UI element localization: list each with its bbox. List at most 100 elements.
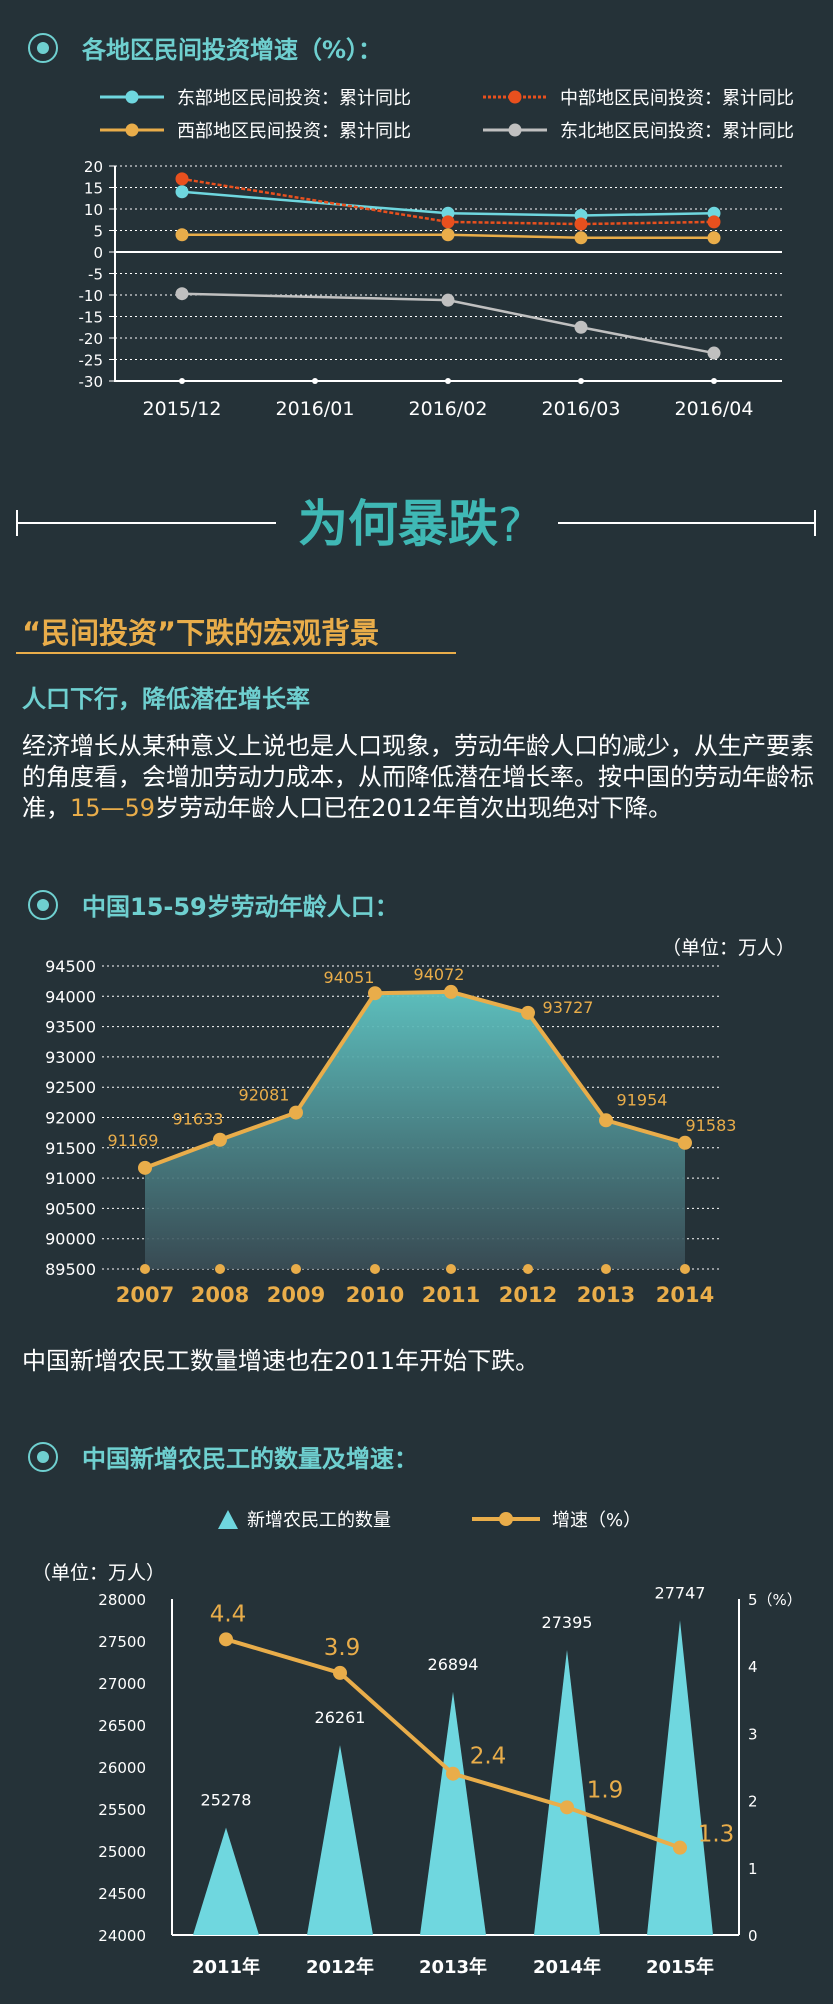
data-point — [574, 320, 588, 334]
x-tick-label: 2007 — [116, 1283, 174, 1307]
x-tick-dot — [445, 378, 451, 384]
background-paragraph: 经济增长从某种意义上说也是人口现象，劳动年龄人口的减少，从生产要素的角度看，会增… — [22, 731, 817, 824]
background-title-underline — [16, 652, 456, 654]
legend-label: 新增农民工的数量 — [247, 1510, 391, 1531]
y-tick-label: 91500 — [45, 1139, 96, 1158]
data-point — [707, 346, 721, 360]
y2-tick-label: 1 — [748, 1860, 758, 1878]
data-point — [289, 1105, 303, 1120]
data-point — [707, 231, 721, 245]
y-tick-label: 94500 — [45, 957, 96, 976]
data-point — [599, 1113, 613, 1128]
y-tick-label: 92000 — [45, 1109, 96, 1128]
y-tick-label: -20 — [79, 330, 104, 348]
data-point — [446, 1766, 460, 1781]
unit-label: （单位：万人） — [662, 937, 795, 959]
migrant-workers-combo-chart: 新增农民工的数量 增速（%） （单位：万人） 28000 27500 27000 26500… — [32, 1510, 802, 1978]
y-tick-label: 93500 — [45, 1018, 96, 1037]
x-tick-label: 2011年 — [192, 1956, 260, 1978]
section-bullet-icon — [28, 1442, 58, 1472]
working-age-population-area-chart: （单位：万人） 94500 94000 93500 93000 92500 92000 915… — [45, 937, 795, 1307]
legend-label: 东部地区民间投资：累计同比 — [177, 88, 411, 109]
bar-label: 26261 — [315, 1708, 366, 1727]
x-tick-dot — [680, 1264, 690, 1274]
x-tick-label: 2013 — [577, 1283, 635, 1307]
banner: 为何暴跌? — [0, 480, 833, 560]
background-title: “民间投资”下跌的宏观背景 — [22, 616, 380, 650]
x-tick-label: 2011 — [422, 1283, 480, 1307]
data-point — [441, 228, 455, 242]
series-line — [181, 177, 715, 226]
data-label: 94051 — [324, 968, 375, 987]
y-tick-label: -10 — [79, 287, 104, 305]
x-tick-label: 2014年 — [533, 1956, 601, 1978]
y-tick-label: 27500 — [98, 1633, 146, 1651]
banner-title-text: 为何暴跌 — [298, 495, 498, 553]
y-tick-label: 26000 — [98, 1759, 146, 1777]
population-area — [145, 991, 685, 1269]
y-tick-label: 15 — [84, 180, 103, 198]
section-title-migrant-workers: 中国新增农民工的数量及增速： — [82, 1445, 418, 1473]
data-point — [444, 984, 458, 999]
data-point — [574, 217, 588, 231]
bar-label: 26894 — [428, 1655, 479, 1674]
legend-marker — [125, 123, 139, 137]
data-point — [441, 293, 455, 307]
data-point — [441, 215, 455, 229]
data-label: 91633 — [173, 1110, 224, 1129]
legend-label: 增速（%） — [552, 1510, 641, 1531]
data-label: 94072 — [414, 965, 465, 984]
x-tick-label: 2014 — [656, 1283, 714, 1307]
banner-cap-right — [814, 510, 816, 536]
paragraph-highlight: 15—59 — [70, 794, 156, 822]
y-tick-label: 90000 — [45, 1230, 96, 1249]
bar-label: 27747 — [655, 1583, 706, 1602]
x-tick-dot — [711, 378, 717, 384]
x-tick-label: 2012 — [499, 1283, 557, 1307]
x-tick-dot — [179, 378, 185, 384]
y-tick-label: 92500 — [45, 1078, 96, 1097]
y2-tick-label: 0 — [748, 1927, 758, 1945]
data-point — [138, 1160, 152, 1175]
x-tick-dot — [601, 1264, 611, 1274]
data-point — [678, 1135, 692, 1150]
data-point — [673, 1840, 687, 1855]
bar-triangle — [307, 1745, 373, 1935]
banner-line-left — [16, 522, 276, 524]
data-label: 92081 — [239, 1086, 290, 1105]
x-tick-label: 2009 — [267, 1283, 325, 1307]
data-label: 91954 — [617, 1090, 668, 1109]
y-tick-label: 89500 — [45, 1260, 96, 1279]
data-point — [368, 986, 382, 1001]
x-tick-dot — [370, 1264, 380, 1274]
data-point — [707, 215, 721, 229]
y2-tick-label: 3 — [748, 1725, 758, 1743]
data-point — [521, 1005, 535, 1020]
bar-triangle — [534, 1649, 600, 1935]
bar-triangle — [420, 1691, 486, 1935]
y-tick-label: 28000 — [98, 1591, 146, 1609]
y-tick-label: 25500 — [98, 1801, 146, 1819]
x-tick-dot — [312, 378, 318, 384]
x-tick-dot — [140, 1264, 150, 1274]
x-tick-label: 2010 — [346, 1283, 404, 1307]
data-point — [213, 1132, 227, 1147]
data-point — [219, 1632, 233, 1647]
y-tick-label: 24500 — [98, 1885, 146, 1903]
section-title-regional-investment: 各地区民间投资增速（%）： — [82, 36, 383, 64]
growth-label: 1.3 — [698, 1822, 735, 1848]
background-subtitle: 人口下行，降低潜在增长率 — [22, 685, 310, 713]
y-tick-label: 26500 — [98, 1717, 146, 1735]
unit-label: （单位：万人） — [32, 1562, 165, 1584]
legend-label: 东北地区民间投资：累计同比 — [560, 121, 794, 142]
growth-label: 1.9 — [587, 1777, 624, 1803]
y-tick-label: -15 — [79, 309, 104, 327]
x-tick-label: 2008 — [191, 1283, 249, 1307]
x-tick-label: 2016/03 — [542, 398, 621, 420]
bar-label: 25278 — [201, 1791, 252, 1810]
data-point — [560, 1800, 574, 1815]
y-tick-label: 90500 — [45, 1199, 96, 1218]
banner-cap-left — [16, 510, 18, 536]
y-tick-label: -25 — [79, 352, 104, 370]
y-tick-label: 5 — [93, 223, 103, 241]
